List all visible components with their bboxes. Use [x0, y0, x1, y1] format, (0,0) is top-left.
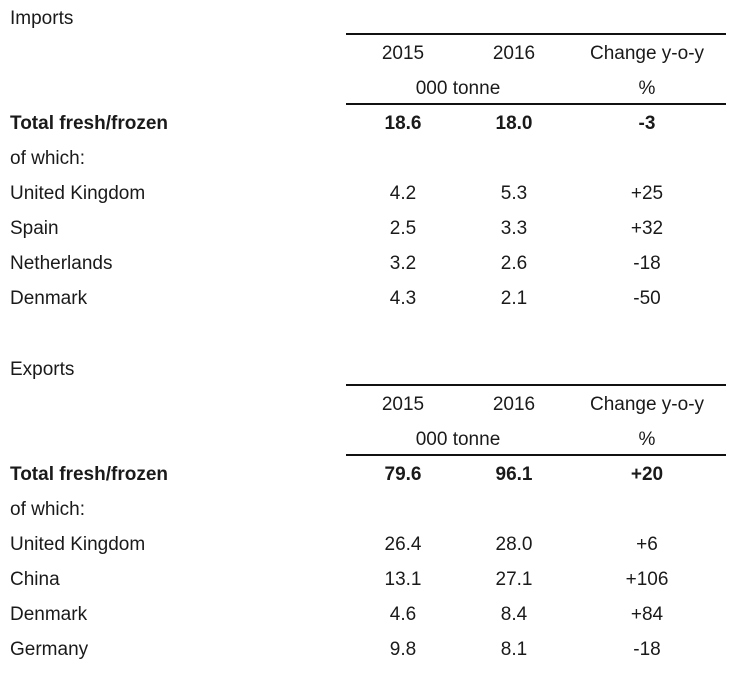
country-label: United Kingdom	[10, 183, 146, 204]
section-title-row: Exports	[0, 352, 747, 387]
unit-row: 000 tonne%	[0, 71, 747, 106]
change-value: -18	[633, 639, 661, 660]
value-2016: 28.0	[495, 534, 533, 555]
of-which-label: of which:	[10, 499, 85, 520]
country-label: Netherlands	[10, 253, 113, 274]
country-label: Denmark	[10, 604, 88, 625]
value-2016: 8.4	[500, 604, 528, 625]
total-2015: 79.6	[384, 464, 422, 485]
total-row: Total fresh/frozen 79.6 96.1 +20	[0, 457, 747, 492]
header-row: 2015 2016 Change y-o-y	[0, 36, 747, 71]
of-which-row: of which:	[0, 141, 747, 176]
table-row: China 13.1 27.1 +106	[0, 562, 747, 597]
header-2016: 2016	[492, 394, 536, 415]
header-2016: 2016	[492, 43, 536, 64]
value-2015: 2.5	[389, 218, 417, 239]
change-value: +106	[625, 569, 669, 590]
header-top-rule	[346, 384, 726, 386]
country-label: Spain	[10, 218, 59, 239]
unit-percent: %	[638, 78, 656, 99]
unit-tonnes: 000 tonne	[415, 78, 501, 99]
unit-tonnes: 000 tonne	[415, 429, 501, 450]
value-2015: 3.2	[389, 253, 417, 274]
header-2015: 2015	[381, 43, 425, 64]
table-row: United Kingdom 26.4 28.0 +6	[0, 527, 747, 562]
total-2015: 18.6	[384, 113, 422, 134]
value-2015: 13.1	[384, 569, 422, 590]
total-label: Total fresh/frozen	[10, 464, 168, 485]
of-which-row: of which:	[0, 492, 747, 527]
value-2016: 2.6	[500, 253, 528, 274]
value-2016: 5.3	[500, 183, 528, 204]
total-2016: 96.1	[495, 464, 533, 485]
unit-row: 000 tonne%	[0, 422, 747, 457]
section-title-row: Imports	[0, 1, 747, 36]
change-value: -50	[633, 288, 661, 309]
table-row: Germany 9.8 8.1 -18	[0, 632, 747, 667]
value-2016: 8.1	[500, 639, 528, 660]
change-value: -18	[633, 253, 661, 274]
header-row: 2015 2016 Change y-o-y	[0, 387, 747, 422]
change-value: +32	[630, 218, 664, 239]
table-row: Netherlands 3.2 2.6 -18	[0, 246, 747, 281]
total-change: -3	[638, 113, 656, 134]
of-which-label: of which:	[10, 148, 85, 169]
total-2016: 18.0	[495, 113, 533, 134]
section-title: Exports	[10, 359, 75, 380]
total-row: Total fresh/frozen 18.6 18.0 -3	[0, 106, 747, 141]
change-value: +25	[630, 183, 664, 204]
total-label: Total fresh/frozen	[10, 113, 168, 134]
section-title: Imports	[10, 8, 74, 29]
change-value: +84	[630, 604, 664, 625]
value-2015: 26.4	[384, 534, 422, 555]
value-2016: 27.1	[495, 569, 533, 590]
header-change: Change y-o-y	[589, 394, 705, 415]
country-label: Denmark	[10, 288, 88, 309]
table-row: Denmark 4.6 8.4 +84	[0, 597, 747, 632]
header-2015: 2015	[381, 394, 425, 415]
country-label: United Kingdom	[10, 534, 146, 555]
change-value: +6	[636, 534, 658, 555]
value-2016: 2.1	[500, 288, 528, 309]
value-2015: 9.8	[389, 639, 417, 660]
table-row: Denmark 4.3 2.1 -50	[0, 281, 747, 316]
header-bottom-rule	[346, 454, 726, 456]
table-row: Spain 2.5 3.3 +32	[0, 211, 747, 246]
value-2016: 3.3	[500, 218, 528, 239]
country-label: Germany	[10, 639, 89, 660]
header-top-rule	[346, 33, 726, 35]
country-label: China	[10, 569, 60, 590]
header-change: Change y-o-y	[589, 43, 705, 64]
table-row: United Kingdom 4.2 5.3 +25	[0, 176, 747, 211]
value-2015: 4.6	[389, 604, 417, 625]
unit-percent: %	[638, 429, 656, 450]
value-2015: 4.2	[389, 183, 417, 204]
header-bottom-rule	[346, 103, 726, 105]
total-change: +20	[630, 464, 664, 485]
value-2015: 4.3	[389, 288, 417, 309]
